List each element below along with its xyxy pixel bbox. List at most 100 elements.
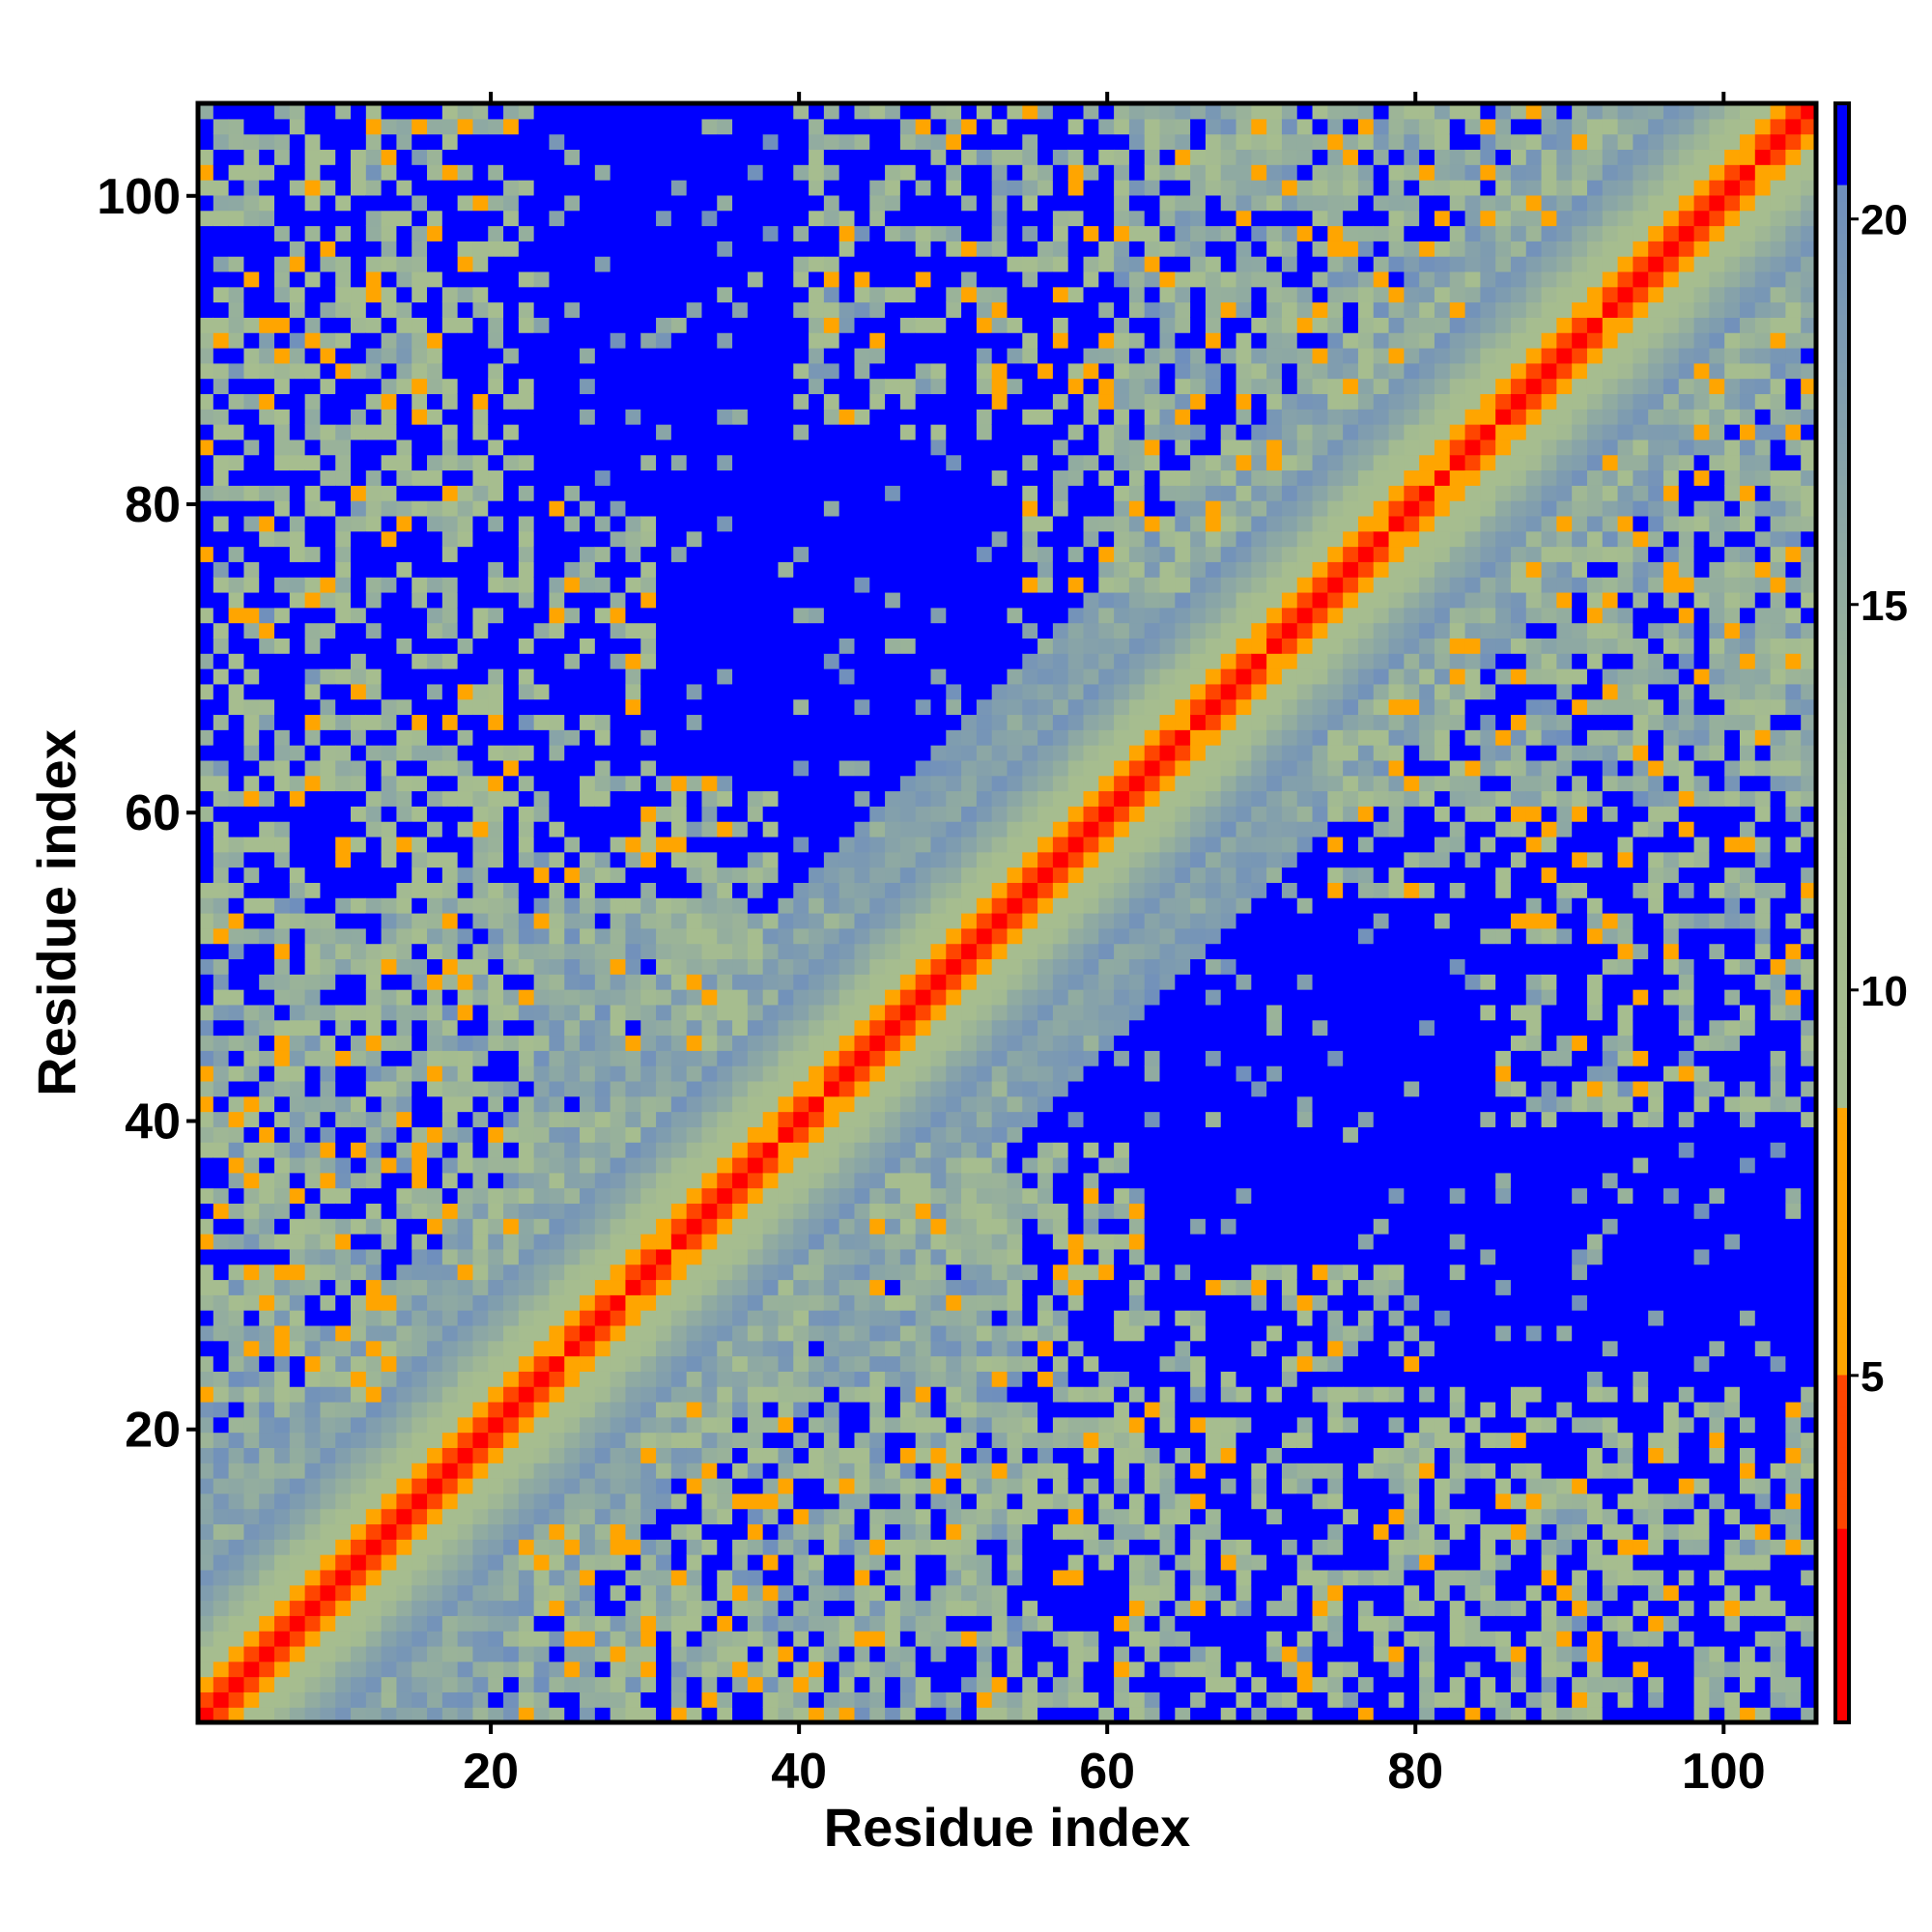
heatmap-cell [762,622,780,639]
heatmap-cell [289,1234,306,1250]
heatmap-cell [274,668,291,685]
heatmap-cell [701,1645,718,1662]
heatmap-cell [518,1050,535,1066]
heatmap-cell [488,1371,504,1387]
heatmap-cell [686,943,703,960]
heatmap-cell [793,1035,810,1051]
heatmap-cell [747,1234,764,1250]
heatmap-cell [365,286,383,303]
heatmap-cell [396,362,412,380]
heatmap-cell [396,1478,412,1494]
heatmap-cell [320,1691,336,1708]
heatmap-cell [396,790,412,807]
heatmap-cell [335,913,352,929]
heatmap-cells [198,103,1817,1723]
heatmap-cell [823,378,840,395]
heatmap-cell [717,530,733,548]
heatmap-cell [412,1371,428,1387]
heatmap-cell [686,1432,703,1448]
heatmap-cell [809,1401,825,1418]
heatmap-cell [793,1645,810,1662]
heatmap-cell [580,668,596,685]
heatmap-cell [778,469,794,486]
heatmap-cell [549,927,565,945]
heatmap-cell [549,180,565,196]
heatmap-cell [488,103,504,120]
heatmap-cell [381,851,398,868]
heatmap-cell [198,194,214,212]
heatmap-cell [564,454,581,471]
heatmap-cell [686,424,703,440]
heatmap-cell [564,836,581,853]
heatmap-cell [228,1463,244,1479]
heatmap-cell [809,149,825,165]
heatmap-cell [838,759,856,777]
heatmap-cell [762,1676,780,1692]
heatmap-cell [732,1294,749,1311]
heatmap-cell [243,759,260,777]
heatmap-cell [778,1661,794,1678]
heatmap-cell [427,668,443,685]
heatmap-cell [259,806,275,822]
heatmap-cell [670,210,688,227]
heatmap-cell [503,729,520,746]
heatmap-cell [518,561,535,578]
heatmap-cell [778,1569,794,1586]
heatmap-cell [625,653,641,669]
heatmap-cell [701,1264,718,1281]
heatmap-cell [228,1279,244,1295]
heatmap-cell [580,103,596,120]
heatmap-cell [213,913,230,929]
heatmap-cell [732,698,749,716]
heatmap-cell [472,286,489,303]
heatmap-cell [640,882,657,898]
heatmap-cell [198,546,214,562]
heatmap-cell [899,1401,917,1418]
heatmap-cell [594,698,611,716]
heatmap-cell [213,270,230,288]
heatmap-cell [274,1203,291,1219]
heatmap-cell [594,347,611,364]
heatmap-cell [564,851,581,868]
heatmap-cell [320,1324,336,1342]
heatmap-cell [351,546,367,562]
heatmap-cell [549,729,565,746]
heatmap-cell [838,1416,856,1434]
heatmap-cell [213,638,230,654]
heatmap-cell [747,210,764,227]
heatmap-cell [747,439,764,456]
heatmap-cell [732,1447,749,1463]
heatmap-cell [580,149,596,165]
heatmap-cell [396,1111,412,1127]
heatmap-cell [365,393,383,410]
heatmap-cell [809,1371,825,1387]
heatmap-cell [701,1156,718,1174]
heatmap-cell [412,1279,428,1295]
heatmap-cell [793,270,810,288]
heatmap-cell [213,806,230,822]
heatmap-cell [441,1691,459,1708]
heatmap-cell [885,332,901,349]
heatmap-cell [518,1080,535,1097]
heatmap-cell [809,286,825,303]
heatmap-cell [610,714,627,730]
heatmap-cell [670,500,688,517]
heatmap-cell [640,1569,657,1586]
heatmap-cell [335,927,352,945]
heatmap-cell [747,927,764,945]
heatmap-cell [580,1631,596,1647]
heatmap-cell [885,1294,901,1311]
heatmap-cell [274,1234,291,1250]
heatmap-cell [809,485,825,501]
heatmap-cell [747,1035,764,1051]
heatmap-cell [747,133,764,151]
heatmap-cell [549,133,565,151]
heatmap-cell [412,286,428,303]
heatmap-cell [304,622,322,639]
heatmap-cell [441,1095,459,1113]
heatmap-cell [412,1645,428,1662]
heatmap-cell [259,913,275,929]
heatmap-cell [289,591,306,609]
heatmap-cell [670,759,688,777]
heatmap-cell [274,943,291,960]
